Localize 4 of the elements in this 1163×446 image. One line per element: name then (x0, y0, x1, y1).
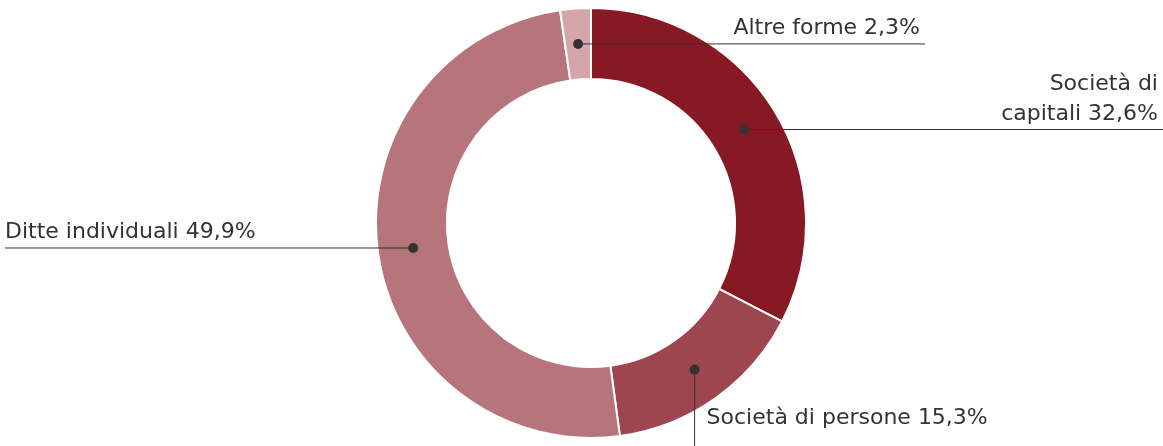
slice-label: Ditte individuali 49,9% (5, 217, 256, 243)
slice-label: Altre forme 2,3% (733, 13, 920, 39)
slice-label: Società di capitali 32,6% (1001, 69, 1158, 125)
slice-label: Società di persone 15,3% (706, 404, 988, 429)
